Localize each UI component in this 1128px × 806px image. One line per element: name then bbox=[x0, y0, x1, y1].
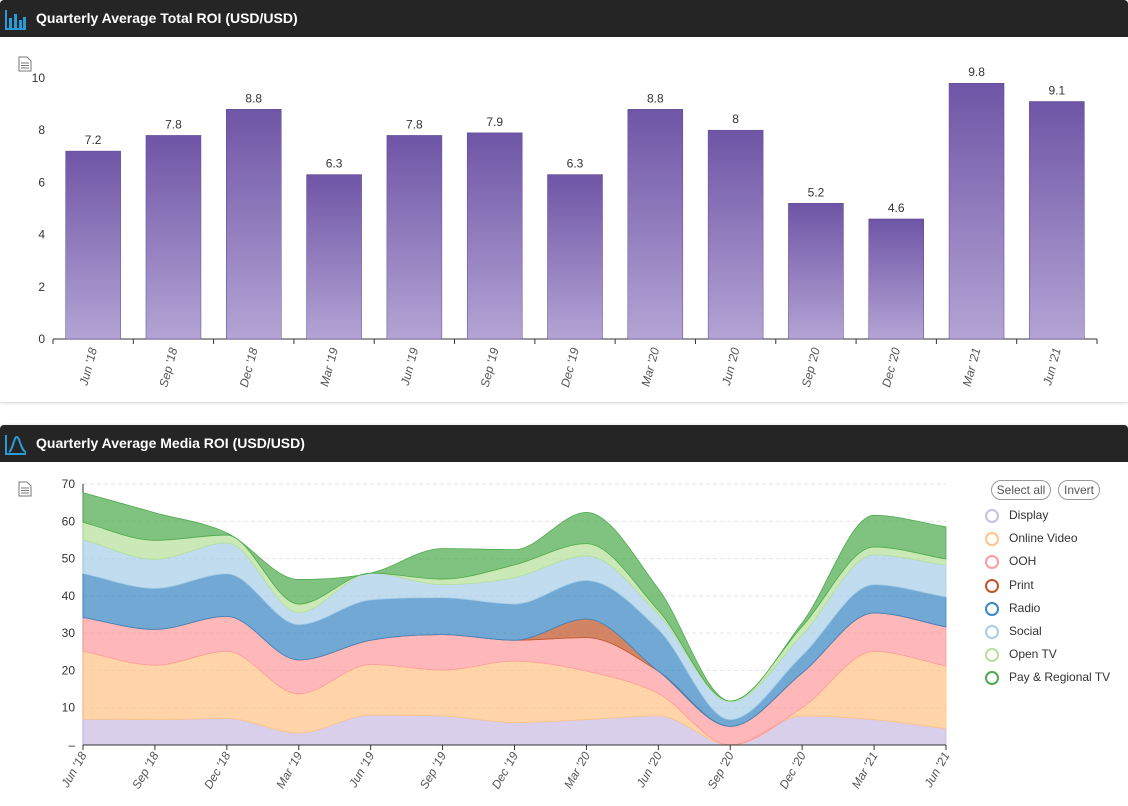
data-label: 8.8 bbox=[647, 91, 664, 105]
legend-label: OOH bbox=[1009, 554, 1037, 569]
y-tick-label: 40 bbox=[62, 589, 76, 603]
data-label: 8.8 bbox=[245, 91, 262, 105]
bar bbox=[226, 109, 282, 340]
legend-marker bbox=[985, 601, 999, 616]
data-label: 5.2 bbox=[808, 185, 825, 199]
area-series bbox=[82, 492, 947, 702]
data-label: 9.1 bbox=[1049, 83, 1066, 97]
legend-marker bbox=[985, 509, 999, 523]
media-roi-area-chart: – 10 20 30 40 50 60 70 Jun '18 Sep '18 Dec '18 Mar … bbox=[58, 477, 953, 791]
x-tick-label: Dec '18 bbox=[237, 346, 261, 389]
invert-button[interactable]: Invert bbox=[1058, 480, 1100, 500]
x-tick-label: Sep '19 bbox=[478, 346, 502, 389]
y-tick-label: 60 bbox=[62, 514, 76, 528]
line-chart-icon bbox=[5, 435, 27, 455]
x-tick-label: Dec '18 bbox=[201, 749, 233, 791]
x-tick-label: Jun '18 bbox=[58, 749, 90, 790]
total-roi-panel-title: Quarterly Average Total ROI (USD/USD) bbox=[36, 10, 298, 26]
data-label: 4.6 bbox=[888, 201, 905, 215]
y-tick-label: 20 bbox=[62, 663, 76, 677]
total-roi-panel-header: Quarterly Average Total ROI (USD/USD) bbox=[0, 0, 1128, 37]
data-label: 6.3 bbox=[567, 157, 584, 171]
x-tick-label: Jun '18 bbox=[76, 346, 100, 388]
y-tick-label: 6 bbox=[38, 175, 45, 189]
data-label: 7.2 bbox=[85, 133, 102, 147]
y-tick-label: 10 bbox=[62, 701, 76, 715]
legend-marker bbox=[985, 671, 999, 686]
bar bbox=[466, 132, 523, 340]
x-tick-label: Mar '20 bbox=[638, 346, 662, 388]
media-roi-panel-header: Quarterly Average Media ROI (USD/USD) bbox=[0, 425, 1128, 462]
x-tick-label: Jun '20 bbox=[633, 749, 665, 790]
select-all-button[interactable]: Select all bbox=[991, 480, 1051, 500]
bar bbox=[306, 174, 362, 340]
bar bbox=[788, 203, 844, 340]
bar bbox=[386, 135, 443, 340]
x-tick-label: Jun '19 bbox=[398, 346, 422, 388]
data-label: 6.3 bbox=[326, 157, 343, 171]
legend-label: Radio bbox=[1009, 600, 1041, 615]
x-tick-label: Jun '20 bbox=[719, 346, 743, 388]
bar bbox=[1029, 101, 1085, 340]
legend-marker bbox=[985, 532, 999, 547]
bar bbox=[868, 218, 924, 340]
data-label: 9.8 bbox=[968, 65, 985, 79]
data-label: 7.8 bbox=[406, 117, 423, 131]
x-tick-label: Mar '21 bbox=[849, 750, 881, 791]
x-tick-label: Dec '20 bbox=[879, 346, 903, 389]
bar bbox=[707, 129, 764, 340]
y-tick-label: 4 bbox=[38, 228, 45, 242]
x-tick-label: Sep '18 bbox=[129, 749, 161, 791]
x-tick-label: Mar '19 bbox=[273, 749, 305, 791]
x-tick-label: Jun '21 bbox=[1040, 346, 1064, 388]
x-tick-label: Mar '21 bbox=[960, 346, 984, 388]
media-roi-panel-title: Quarterly Average Media ROI (USD/USD) bbox=[36, 435, 305, 451]
legend-marker bbox=[985, 625, 999, 639]
legend-marker bbox=[985, 555, 999, 570]
legend-marker bbox=[985, 648, 999, 663]
y-tick-label: 50 bbox=[62, 552, 76, 566]
export-data-icon[interactable] bbox=[18, 481, 32, 497]
x-tick-label: Jun '21 bbox=[921, 750, 953, 791]
x-tick-label: Dec '20 bbox=[776, 749, 808, 791]
bar bbox=[547, 174, 603, 340]
legend-label: Social bbox=[1009, 624, 1042, 638]
y-tick-label: 2 bbox=[38, 280, 45, 294]
x-tick-label: Mar '19 bbox=[317, 346, 341, 388]
bar-chart-icon bbox=[5, 10, 26, 30]
bar bbox=[948, 82, 1005, 340]
y-tick-label: – bbox=[68, 738, 75, 752]
y-tick-label: 30 bbox=[62, 626, 76, 640]
legend-label: Print bbox=[1009, 577, 1034, 592]
legend-label: Open TV bbox=[1009, 647, 1057, 662]
legend-label: Pay & Regional TV bbox=[1009, 670, 1111, 685]
legend-label: Display bbox=[1009, 508, 1049, 522]
data-label: 8 bbox=[732, 112, 739, 126]
x-tick-label: Sep '20 bbox=[705, 749, 737, 791]
bar bbox=[627, 109, 684, 340]
x-tick-label: Sep '20 bbox=[799, 346, 823, 389]
y-tick-label: 70 bbox=[62, 477, 76, 491]
legend-label: Online Video bbox=[1009, 531, 1078, 546]
bar bbox=[65, 150, 121, 340]
y-tick-label: 8 bbox=[38, 123, 45, 137]
legend-marker bbox=[985, 578, 999, 593]
data-label: 7.8 bbox=[165, 117, 182, 131]
export-data-icon[interactable] bbox=[18, 56, 32, 72]
x-tick-label: Dec '19 bbox=[489, 749, 521, 791]
data-label: 7.9 bbox=[486, 115, 503, 129]
x-tick-label: Sep '18 bbox=[156, 346, 180, 389]
y-tick-label: 0 bbox=[38, 332, 45, 346]
x-tick-label: Jun '19 bbox=[345, 749, 377, 790]
x-tick-label: Dec '19 bbox=[558, 346, 582, 389]
x-tick-label: Mar '20 bbox=[561, 749, 593, 791]
bar bbox=[145, 135, 202, 340]
y-tick-label: 10 bbox=[32, 71, 46, 85]
total-roi-bar-chart: 0 2 4 6 8 10 7.2 Jun '18 7.8 Sep '18 8.8 Dec '18 6.3… bbox=[32, 65, 1098, 389]
x-tick-label: Sep '19 bbox=[417, 749, 449, 791]
